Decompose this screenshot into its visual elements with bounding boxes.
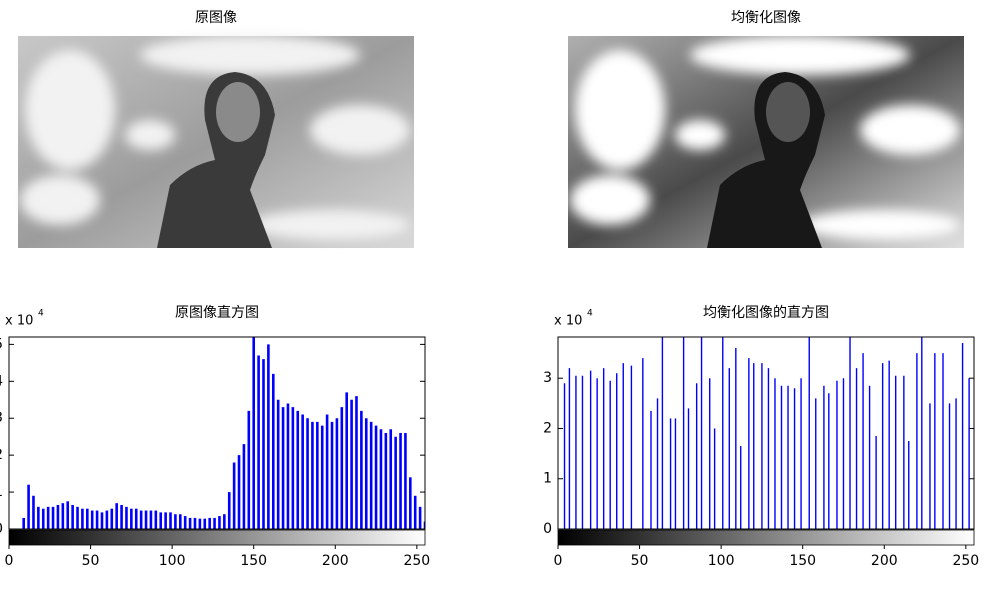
image-original — [18, 35, 414, 248]
x-tick-label: 150 — [240, 553, 267, 569]
stems — [22, 337, 425, 529]
x-tick-label: 250 — [403, 553, 430, 569]
y-tick-label: 1 — [0, 484, 3, 500]
colorbar — [8, 529, 426, 546]
y-tick-label: 0 — [0, 521, 3, 537]
image-title: 原图像 — [195, 10, 237, 26]
y-tick-label: 5 — [0, 336, 3, 352]
axes-background — [558, 337, 974, 529]
axes-box — [557, 336, 975, 530]
y-multiplier: x 10 — [5, 314, 33, 329]
y-tick-label: 2 — [543, 420, 552, 436]
y-tick-label: 0 — [543, 521, 552, 537]
chart-title: 原图像直方图 — [175, 304, 259, 321]
colorbar — [557, 529, 975, 546]
y-tick-label: 2 — [0, 447, 3, 463]
x-tick-label: 150 — [789, 553, 816, 569]
image-equalized — [568, 35, 964, 248]
x-tick-label: 0 — [554, 553, 563, 569]
y-multiplier-exponent: 4 — [38, 309, 44, 319]
x-tick-label: 100 — [159, 553, 186, 569]
y-tick-label: 3 — [543, 370, 552, 386]
axes-box — [8, 336, 426, 530]
chart-title: 均衡化图像的直方图 — [703, 304, 829, 321]
x-tick-label: 200 — [871, 553, 898, 569]
y-tick-label: 3 — [0, 410, 3, 426]
x-tick-label: 50 — [82, 553, 100, 569]
y-multiplier: x 10 — [554, 314, 582, 329]
x-tick-label: 200 — [322, 553, 349, 569]
y-tick-label: 4 — [0, 373, 3, 389]
y-tick-label: 1 — [543, 471, 552, 487]
stems — [563, 337, 970, 529]
x-tick-label: 100 — [708, 553, 735, 569]
x-tick-label: 0 — [5, 553, 14, 569]
x-tick-label: 250 — [952, 553, 979, 569]
x-tick-label: 50 — [631, 553, 649, 569]
y-multiplier-exponent: 4 — [587, 309, 593, 319]
image-title: 均衡化图像 — [731, 10, 801, 26]
